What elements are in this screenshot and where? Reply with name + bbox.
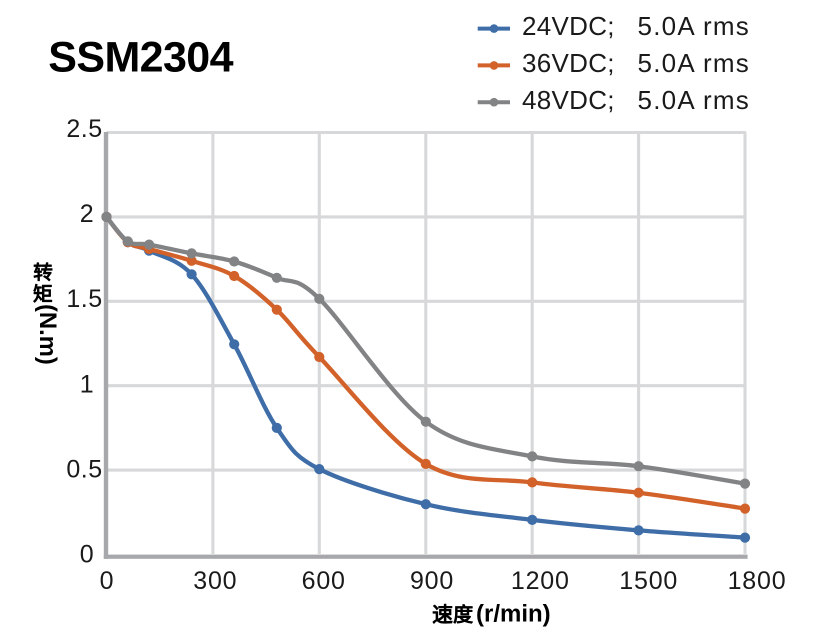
svg-text:1800: 1800 xyxy=(728,567,787,595)
svg-text:24VDC;: 24VDC; xyxy=(522,11,615,41)
svg-text:48VDC;: 48VDC; xyxy=(522,85,615,115)
svg-text:600: 600 xyxy=(302,567,346,595)
svg-text:2: 2 xyxy=(80,200,94,228)
svg-text:1200: 1200 xyxy=(511,567,570,595)
svg-text:2.5: 2.5 xyxy=(66,115,102,143)
svg-text:1500: 1500 xyxy=(619,567,678,595)
svg-text:0: 0 xyxy=(100,567,115,595)
svg-text:5.0A rms: 5.0A rms xyxy=(638,11,749,41)
svg-text:900: 900 xyxy=(410,567,454,595)
svg-text:0: 0 xyxy=(80,540,94,568)
svg-text:36VDC;: 36VDC; xyxy=(522,48,615,78)
svg-text:SSM2304: SSM2304 xyxy=(48,34,233,82)
svg-text:5.0A rms: 5.0A rms xyxy=(638,48,749,78)
svg-text:300: 300 xyxy=(193,567,237,595)
svg-text:0.5: 0.5 xyxy=(66,455,102,483)
svg-text:1: 1 xyxy=(80,370,94,398)
svg-text:(r/min): (r/min) xyxy=(476,601,551,628)
svg-text:(N.m): (N.m) xyxy=(34,304,61,365)
svg-text:5.0A rms: 5.0A rms xyxy=(638,85,749,115)
svg-text:1.5: 1.5 xyxy=(66,285,102,313)
